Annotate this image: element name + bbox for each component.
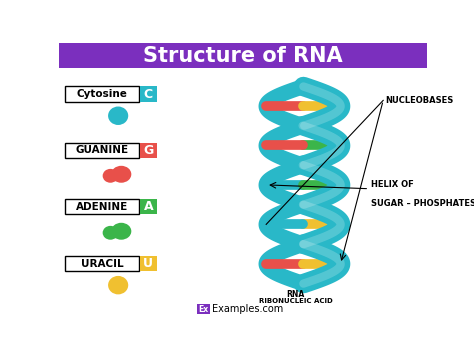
Text: GUANINE: GUANINE: [76, 146, 129, 155]
Text: NUCLEOBASES: NUCLEOBASES: [385, 96, 453, 105]
Text: HELIX OF: HELIX OF: [371, 180, 413, 189]
Ellipse shape: [111, 166, 131, 183]
Text: U: U: [143, 257, 154, 270]
FancyBboxPatch shape: [140, 87, 157, 102]
Ellipse shape: [111, 223, 131, 240]
Text: Cytosine: Cytosine: [77, 89, 128, 99]
FancyBboxPatch shape: [65, 143, 139, 158]
Text: URACIL: URACIL: [81, 258, 124, 269]
Text: RIBONUCLEIC ACID: RIBONUCLEIC ACID: [259, 298, 332, 304]
FancyBboxPatch shape: [140, 143, 157, 158]
Ellipse shape: [103, 226, 118, 240]
Text: Examples.com: Examples.com: [212, 304, 283, 314]
FancyBboxPatch shape: [59, 43, 427, 68]
Text: G: G: [143, 144, 154, 157]
FancyBboxPatch shape: [65, 87, 139, 102]
Text: SUGAR – PHOSPHATES: SUGAR – PHOSPHATES: [371, 189, 474, 208]
Ellipse shape: [108, 106, 128, 125]
Text: Ex: Ex: [198, 305, 209, 313]
Text: Structure of RNA: Structure of RNA: [143, 46, 343, 66]
Text: RNA: RNA: [286, 290, 305, 299]
FancyBboxPatch shape: [140, 199, 157, 214]
Ellipse shape: [108, 276, 128, 294]
FancyBboxPatch shape: [197, 304, 210, 313]
Ellipse shape: [103, 169, 118, 183]
Text: ADENINE: ADENINE: [76, 202, 128, 212]
FancyBboxPatch shape: [140, 256, 157, 271]
Text: C: C: [144, 88, 153, 101]
FancyBboxPatch shape: [65, 199, 139, 214]
FancyBboxPatch shape: [65, 256, 139, 271]
Text: A: A: [144, 200, 153, 213]
